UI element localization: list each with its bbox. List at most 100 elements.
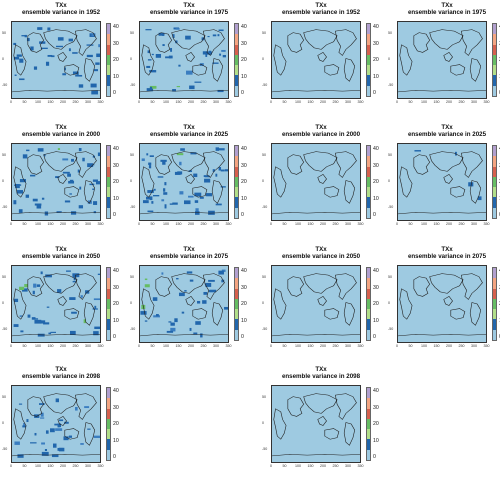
coastline	[335, 29, 357, 56]
panel-title: TXx ensemble variance in 2000	[268, 124, 374, 138]
variance-patch	[22, 288, 28, 292]
variance-patch	[75, 406, 78, 411]
variance-patch	[78, 84, 84, 88]
x-tick-label: 250	[72, 222, 79, 226]
panel-title-variable: TXx	[441, 124, 453, 131]
x-tick-label: 50	[22, 100, 27, 104]
coastline	[75, 151, 97, 178]
x-tick-label: 200	[188, 222, 194, 226]
map-area	[139, 21, 229, 99]
colorbar-segment	[493, 309, 496, 320]
coastline	[324, 308, 340, 320]
map-panel-2000: TXx ensemble variance in 2000 50 0 -50 0 50 100…	[2, 124, 124, 242]
x-tick-label: 150	[175, 344, 182, 348]
colorbar-tick-label: 30	[113, 404, 119, 411]
colorbar-segment	[367, 329, 370, 340]
variance-patch	[91, 33, 95, 37]
variance-patch	[161, 199, 165, 202]
x-tick-label: 350	[357, 100, 364, 104]
variance-patch	[157, 176, 164, 178]
variance-patch	[203, 291, 208, 295]
x-tick-label: 250	[72, 100, 79, 104]
variance-patch	[147, 190, 154, 193]
y-tick-label: -50	[2, 83, 8, 87]
variance-patch	[165, 56, 172, 59]
panel-title: TXx ensemble variance in 2075	[136, 246, 242, 260]
map-area	[271, 265, 361, 343]
panel-title-variable: TXx	[441, 2, 453, 9]
variance-patch	[41, 442, 45, 445]
colorbar	[234, 145, 239, 219]
coastline	[192, 308, 208, 320]
x-tick-label: 150	[47, 222, 54, 226]
x-tick-label: 100	[295, 222, 301, 226]
variance-patch	[194, 192, 202, 197]
variance-patch	[195, 321, 201, 325]
variance-patch	[163, 188, 166, 192]
coastline	[12, 454, 100, 457]
coastline	[13, 44, 27, 76]
panel-title: TXx ensemble variance in 1975	[136, 2, 242, 16]
variance-patch	[39, 403, 45, 405]
variance-patch	[26, 419, 29, 423]
variance-patch	[16, 54, 22, 57]
variance-patch	[83, 319, 87, 324]
colorbar-segment	[235, 268, 238, 279]
colorbar-segment	[367, 449, 370, 460]
x-tick-label: 300	[345, 464, 351, 468]
coastline	[272, 334, 360, 337]
variance-patch	[69, 330, 76, 335]
panel-subtitle: ensemble variance in 2025	[149, 131, 229, 138]
colorbar-segment	[493, 44, 496, 55]
coastline	[141, 44, 155, 76]
x-tick-label: 200	[60, 344, 66, 348]
variance-patch	[69, 179, 74, 183]
panel-subtitle: ensemble variance in 2025	[407, 131, 487, 138]
x-tick-label: 100	[35, 344, 41, 348]
variance-patch	[179, 191, 184, 195]
variance-patch	[30, 442, 37, 444]
x-tick-label: 50	[408, 100, 413, 104]
colorbar-segment	[493, 85, 496, 96]
variance-patch	[148, 165, 152, 169]
variance-patch	[189, 279, 194, 282]
coastline	[273, 44, 287, 76]
variance-patch	[14, 74, 17, 76]
x-tick-label: 300	[471, 222, 477, 226]
y-tick-label: 50	[388, 31, 392, 35]
map-area	[11, 385, 101, 463]
y-tick-label: 0	[388, 301, 390, 305]
coastline	[155, 32, 173, 53]
colorbar-tick-label: 10	[241, 195, 247, 202]
colorbar-tick-label: 40	[241, 24, 247, 30]
colorbar-tick-label: 30	[373, 284, 379, 291]
colorbar-segment	[107, 408, 110, 419]
x-tick-label: 350	[225, 344, 232, 348]
y-tick-label: 50	[388, 153, 392, 157]
x-tick-label: 250	[458, 344, 465, 348]
variance-patch	[145, 196, 151, 200]
coastline	[171, 151, 206, 172]
colorbar-segment	[107, 146, 110, 157]
panel-title: TXx ensemble variance in 1952	[268, 2, 374, 16]
map-panel-1975: TXx ensemble variance in 1975 50 0 -50 0 50 100…	[130, 2, 252, 120]
x-tick-label: 0	[10, 344, 12, 348]
panel-subtitle: ensemble variance in 1952	[281, 9, 361, 16]
panel-subtitle: ensemble variance in 2098	[281, 373, 361, 380]
variance-patch	[170, 327, 176, 332]
colorbar	[366, 387, 371, 461]
colorbar	[492, 267, 497, 341]
map-panel-1952: TXx ensemble variance in 1952 50 0 -50 0 50 100…	[262, 2, 384, 120]
variance-patch	[146, 65, 151, 68]
coastline	[12, 90, 100, 93]
variance-patch	[219, 53, 222, 56]
variance-patch	[224, 169, 228, 172]
variance-patch	[145, 29, 152, 31]
map-area	[11, 21, 101, 99]
variance-patch	[149, 70, 157, 73]
panel-title: TXx ensemble variance in 2075	[394, 246, 500, 260]
colorbar-segment	[235, 75, 238, 86]
variance-patch	[56, 45, 63, 48]
coastline	[13, 408, 27, 440]
colorbar-segment	[367, 146, 370, 157]
